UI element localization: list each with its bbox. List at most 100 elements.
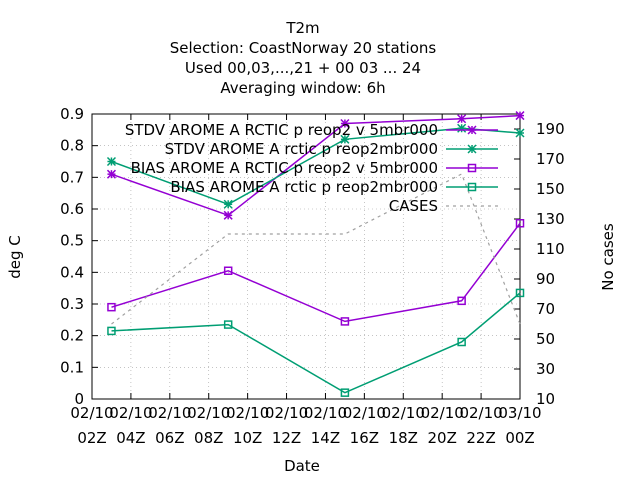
y-tick-label: 0.8 [60, 137, 84, 155]
data-point [340, 388, 350, 397]
title-line-0: T2m [285, 19, 319, 37]
data-point [106, 169, 116, 179]
y2-tick-label: 170 [536, 150, 565, 168]
title-line-2: Used 00,03,...,21 + 00 03 ... 24 [185, 59, 421, 77]
y2-tick-label: 110 [536, 240, 565, 258]
data-point [457, 114, 467, 124]
legend-label: CASES [389, 197, 438, 215]
x-tick-label-hour: 10Z [233, 429, 262, 447]
x-tick-label-hour: 22Z [466, 429, 495, 447]
data-point [467, 125, 477, 135]
x-axis-label: Date [284, 457, 320, 475]
legend-entry: BIAS AROME A RCTIC p reop2 v 5mbr000 [131, 159, 498, 177]
series-4 [111, 173, 521, 325]
y2-tick-label: 190 [536, 120, 565, 138]
data-point [457, 296, 466, 306]
y-tick-label: 0.2 [60, 327, 84, 345]
legend-label: BIAS AROME A rctic p reop2mbr000 [170, 178, 438, 196]
data-point [223, 320, 233, 329]
data-point [467, 163, 477, 173]
y-tick-label: 0.9 [60, 105, 84, 123]
data-point [467, 182, 477, 192]
x-axis-ticks: 02/1002Z02/1004Z02/1006Z02/1008Z02/1010Z… [70, 114, 542, 447]
y2-tick-label: 50 [536, 330, 555, 348]
y2-tick-label: 150 [536, 180, 565, 198]
y-tick-label: 0.5 [60, 232, 84, 250]
x-tick-label-date: 02/10 [421, 404, 464, 422]
y-tick-label: 0.4 [60, 263, 84, 281]
y-tick-label: 0.6 [60, 200, 84, 218]
series-0 [106, 111, 525, 220]
y2-tick-label: 90 [536, 270, 555, 288]
data-point [457, 337, 466, 347]
data-point [223, 199, 233, 209]
legend-label: STDV AROME A rctic p reop2mbr000 [165, 140, 438, 158]
y2-tick-label: 130 [536, 210, 565, 228]
data-point [107, 302, 116, 312]
x-tick-label-date: 02/10 [70, 404, 113, 422]
plot-border [91, 113, 521, 400]
x-tick-label-date: 03/10 [498, 404, 541, 422]
series-3 [107, 288, 525, 397]
x-tick-label-date: 02/10 [459, 404, 502, 422]
series-line [111, 222, 521, 323]
data-point [107, 326, 116, 336]
y2-tick-label: 30 [536, 360, 555, 378]
y-tick-label: 0.7 [60, 168, 84, 186]
y2-axis-label: No cases [599, 223, 617, 291]
x-tick-label-hour: 00Z [505, 429, 534, 447]
series-line [111, 173, 521, 325]
x-tick-label-hour: 02Z [77, 429, 106, 447]
series-line [111, 292, 521, 394]
data-point [515, 128, 525, 138]
data-point [467, 144, 477, 154]
legend-entry: STDV AROME A rctic p reop2mbr000 [165, 140, 498, 158]
y-tick-label: 0 [74, 390, 84, 408]
x-tick-label-date: 02/10 [187, 404, 230, 422]
chart-title: T2m Selection: CoastNorway 20 stations Use… [170, 19, 437, 97]
x-tick-label-hour: 16Z [350, 429, 379, 447]
data-point [340, 317, 350, 326]
data-point [340, 134, 350, 144]
legend-entry: STDV AROME A RCTIC p reop2 v 5mbr000 [125, 121, 498, 139]
x-tick-label-date: 02/10 [226, 404, 269, 422]
y-tick-label: 0.3 [60, 295, 84, 313]
title-line-1: Selection: CoastNorway 20 stations [170, 39, 437, 57]
plot-frame [91, 113, 521, 400]
series-2 [107, 219, 525, 326]
data-point [340, 118, 350, 129]
x-tick-label-date: 02/10 [148, 404, 191, 422]
x-tick-label-hour: 20Z [427, 429, 456, 447]
grid [92, 114, 520, 399]
data-point [106, 156, 116, 167]
x-tick-label-hour: 08Z [194, 429, 223, 447]
data-point [223, 266, 233, 275]
legend-label: BIAS AROME A RCTIC p reop2 v 5mbr000 [131, 159, 438, 177]
legend-entry: BIAS AROME A rctic p reop2mbr000 [170, 178, 498, 196]
x-tick-label-hour: 14Z [311, 429, 340, 447]
data-point [515, 219, 525, 228]
x-tick-label-date: 02/10 [109, 404, 152, 422]
x-tick-label-hour: 18Z [389, 429, 418, 447]
x-tick-label-hour: 12Z [272, 429, 301, 447]
data-point [515, 111, 525, 121]
x-tick-label-hour: 06Z [155, 429, 184, 447]
legend: STDV AROME A RCTIC p reop2 v 5mbr000STDV… [125, 121, 498, 215]
x-tick-label-hour: 04Z [116, 429, 145, 447]
y2-tick-label: 70 [536, 300, 555, 318]
y2-tick-label: 10 [536, 390, 555, 408]
x-tick-label-date: 02/10 [265, 404, 308, 422]
x-tick-label-date: 02/10 [343, 404, 386, 422]
legend-label: STDV AROME A RCTIC p reop2 v 5mbr000 [125, 121, 438, 139]
data-point [515, 288, 525, 298]
y-axis-ticks: 0 0.1 0.2 0.3 0.4 0.5 0.6 0.7 0.8 0.9 [60, 105, 98, 408]
y-axis-label: deg C [6, 235, 24, 279]
y-tick-label: 0.1 [60, 358, 84, 376]
y2-axis-ticks: 10 30 50 70 90 110 130 150 170 190 [514, 120, 565, 408]
x-tick-label-date: 02/10 [382, 404, 425, 422]
data-point [223, 210, 233, 220]
title-line-3: Averaging window: 6h [220, 79, 385, 97]
data-point [457, 123, 467, 133]
x-tick-label-date: 02/10 [304, 404, 347, 422]
